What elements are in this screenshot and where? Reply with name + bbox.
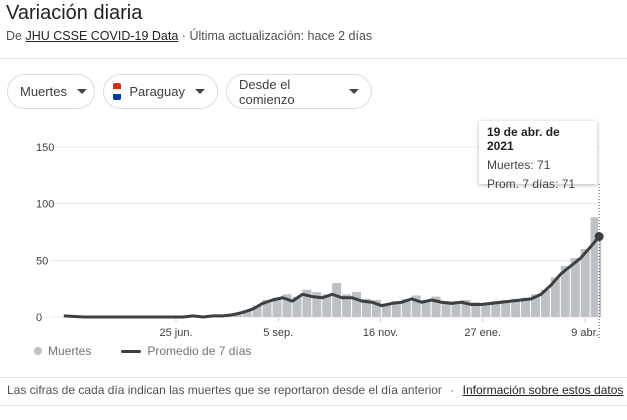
page-title: Variación diaria [6,2,143,24]
bar [461,300,471,317]
bar [599,236,602,317]
bar [322,294,332,317]
bar [560,266,570,317]
bar [590,217,599,317]
last-updated: Última actualización: hace 2 días [189,29,373,43]
bar [580,249,590,317]
bar [381,303,391,317]
divider [0,405,627,406]
bar [550,277,560,317]
bar [540,289,550,317]
country-label: Paraguay [129,84,185,99]
x-tick-label: 25 jun. [159,327,192,339]
bar [332,283,342,317]
data-info-link[interactable]: Información sobre estos datos [462,383,624,397]
bar [431,296,441,317]
average-line [63,235,601,319]
range-label: Desde el comienzo [239,76,295,107]
legend-average: Promedio de 7 días [147,344,252,358]
bar [521,297,530,317]
bar [342,294,352,317]
legend-deaths: Muertes [48,344,92,358]
source-line: De JHU CSSE COVID-19 Data · Última actua… [6,29,372,43]
footer: Las cifras de cada día indican las muert… [7,383,623,397]
range-dropdown[interactable]: Desde el comienzo [226,74,372,109]
y-tick-label: 100 [36,199,54,211]
x-tick-label: 16 nov. [363,327,398,339]
bar [471,302,481,317]
tooltip-deaths: Muertes: 71 [487,158,551,172]
bar [252,305,262,317]
bar [232,313,242,317]
bar [312,292,322,317]
bar [491,301,501,317]
highlight-point [594,232,604,242]
y-tick-label: 150 [36,142,54,154]
chevron-down-icon [195,89,205,94]
bar [411,295,421,317]
bar [262,300,272,317]
bar [421,300,431,317]
tooltip-date: 19 de abr. de 2021 [487,125,560,153]
paraguay-flag-icon [113,83,122,100]
x-tick-label: 27 ene. [464,327,501,339]
divider [0,377,627,378]
bar [401,298,411,317]
source-prefix: De [6,29,22,43]
bar [282,294,292,317]
bar [242,310,252,317]
country-dropdown[interactable]: Paraguay [103,74,218,109]
y-tick-label: 50 [36,255,48,267]
source-link[interactable]: JHU CSSE COVID-19 Data [25,29,179,43]
bar [570,258,580,317]
bar [511,298,521,317]
chart-tooltip: 19 de abr. de 2021 Muertes: 71 Prom. 7 d… [479,121,597,191]
divider [0,58,627,59]
metric-dropdown[interactable]: Muertes [7,74,95,109]
bar [362,298,371,317]
bar [441,301,451,317]
bar [531,294,540,317]
footer-note: Las cifras de cada día indican las muert… [7,383,442,397]
metric-label: Muertes [20,84,67,99]
bar [371,300,381,317]
chart-legend: Muertes Promedio de 7 días [34,344,251,358]
separator: · [450,383,455,397]
chevron-down-icon [76,89,87,94]
x-tick-label: 5 sep. [263,327,293,339]
bar [481,303,491,317]
x-tick-label: 9 abr. [571,327,599,339]
bar [302,289,312,317]
line-legend-swatch [121,349,142,353]
separator: · [181,29,186,43]
bar [292,296,302,317]
tooltip-average: Prom. 7 días: 71 [487,177,576,191]
bar-legend-swatch [34,347,42,355]
bar [272,297,282,317]
y-tick-label: 0 [36,312,42,324]
bar [391,301,401,317]
bar [352,292,362,317]
bar [451,301,461,317]
bar [501,300,511,317]
chevron-down-icon [349,89,359,94]
